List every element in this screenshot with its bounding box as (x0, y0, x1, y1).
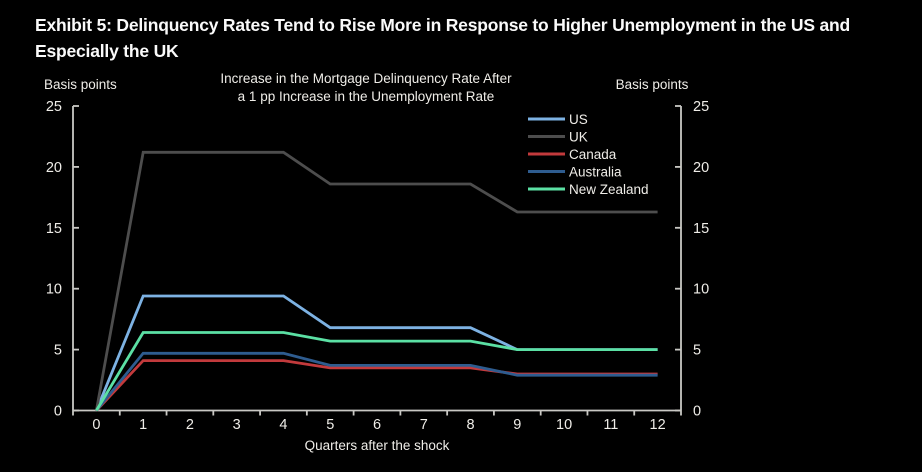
x-tick-label: 2 (186, 417, 194, 433)
series-line-uk (95, 150, 658, 411)
exhibit-title: Exhibit 5: Delinquency Rates Tend to Ris… (35, 13, 910, 64)
legend: US UK Canada Australia New Zealand (528, 112, 649, 197)
x-tick-label: 8 (466, 417, 474, 433)
chart-title-line2: a 1 pp Increase in the Unemployment Rate (238, 89, 495, 104)
x-tick-label: 11 (603, 417, 618, 433)
y-tick-label-right: 5 (693, 343, 701, 359)
legend-label-canada: Canada (569, 147, 617, 162)
x-tick-label: 9 (513, 417, 521, 433)
y-tick-label-left: 5 (54, 343, 62, 359)
y-tick-label-right: 25 (693, 99, 709, 115)
right-axis-title: Basis points (616, 77, 689, 92)
y-tick-label-right: 10 (693, 282, 709, 298)
legend-item-canada: Canada (528, 147, 617, 162)
series-lines (95, 150, 658, 412)
left-axis-title: Basis points (44, 77, 117, 92)
y-tick-label-right: 20 (693, 160, 709, 176)
x-tick-label: 7 (420, 417, 428, 433)
legend-label-us: US (569, 112, 588, 127)
legend-item-new-zealand: New Zealand (528, 182, 649, 197)
x-tick-label: 0 (92, 417, 100, 433)
x-tick-label: 5 (326, 417, 334, 433)
exhibit-title-line1: Exhibit 5: Delinquency Rates Tend to Ris… (35, 15, 850, 35)
legend-item-uk: UK (528, 130, 588, 145)
legend-label-new-zealand: New Zealand (569, 182, 649, 197)
chart-title-line1: Increase in the Mortgage Delinquency Rat… (220, 71, 512, 86)
series-line-canada (95, 359, 658, 412)
y-tick-label-left: 0 (54, 404, 62, 420)
x-tick-label: 1 (139, 417, 147, 433)
x-tick-label: 4 (279, 417, 287, 433)
legend-item-australia: Australia (528, 165, 622, 180)
legend-item-us: US (528, 112, 588, 127)
y-tick-label-left: 10 (46, 282, 62, 298)
y-tick-label-left: 25 (46, 99, 62, 115)
exhibit-title-line2: Especially the UK (35, 40, 179, 61)
x-tick-label: 10 (556, 417, 572, 433)
y-tick-label-right: 15 (693, 221, 709, 237)
x-tick-label: 6 (373, 417, 381, 433)
axes (72, 105, 682, 416)
legend-label-australia: Australia (569, 165, 622, 180)
y-tick-label-right: 0 (693, 404, 701, 420)
series-line-new-zealand (95, 331, 658, 412)
y-tick-label-left: 15 (46, 221, 62, 237)
y-tick-label-left: 20 (46, 160, 62, 176)
series-line-australia (95, 351, 658, 412)
x-axis-title: Quarters after the shock (305, 438, 450, 453)
x-tick-label: 3 (233, 417, 241, 433)
legend-label-uk: UK (569, 130, 588, 145)
x-tick-label: 12 (650, 417, 666, 433)
